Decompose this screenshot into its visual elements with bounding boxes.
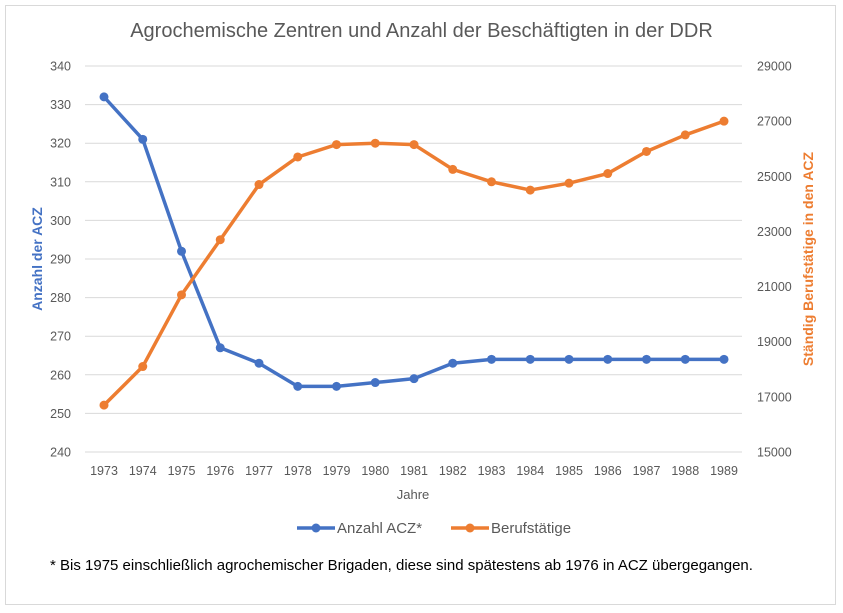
data-point	[99, 400, 109, 410]
x-tick-label: 1984	[516, 464, 544, 478]
y-tick-label: 300	[50, 214, 71, 228]
data-point	[409, 140, 419, 150]
y-axis-right-ticks: 15000 17000 19000 21000 23000 25000 27000 29000	[757, 60, 792, 460]
x-tick-label: 1983	[478, 464, 506, 478]
x-tick-label: 1973	[90, 464, 118, 478]
data-point	[254, 180, 264, 190]
y-tick-label: 310	[50, 175, 71, 189]
data-point	[99, 92, 109, 102]
data-point	[177, 246, 186, 256]
y2-tick-label: 15000	[757, 446, 792, 460]
legend: Anzahl ACZ* Berufstätige	[297, 520, 571, 537]
x-tick-label: 1981	[400, 464, 428, 478]
y2-tick-label: 25000	[757, 170, 792, 184]
data-point	[215, 343, 225, 353]
data-point	[409, 374, 419, 384]
y-axis-right-title: Ständig Berufstätige in den ACZ	[800, 151, 816, 366]
data-point	[525, 185, 535, 195]
legend-swatch-marker	[311, 523, 321, 533]
y2-tick-label: 23000	[757, 225, 792, 239]
data-point	[138, 134, 148, 144]
data-point	[138, 362, 148, 372]
x-tick-label: 1989	[710, 464, 738, 478]
series-line	[102, 119, 726, 407]
x-tick-label: 1988	[671, 464, 699, 478]
x-tick-label: 1982	[439, 464, 467, 478]
x-tick-label: 1977	[245, 464, 273, 478]
y2-tick-label: 19000	[757, 335, 792, 349]
y-tick-label: 250	[50, 407, 71, 421]
y2-tick-label: 21000	[757, 280, 792, 294]
y-tick-label: 290	[50, 253, 71, 267]
data-point	[564, 178, 574, 188]
x-tick-label: 1980	[361, 464, 389, 478]
data-point	[177, 290, 186, 300]
data-point	[215, 235, 225, 245]
y2-tick-label: 17000	[757, 390, 792, 404]
series-berufstaetige	[99, 116, 729, 410]
legend-label: Berufstätige	[491, 520, 571, 537]
y-tick-label: 240	[50, 446, 71, 460]
y-tick-label: 320	[50, 137, 71, 151]
data-point	[370, 138, 380, 148]
y-tick-label: 330	[50, 98, 71, 112]
data-point	[293, 381, 303, 391]
legend-label: Anzahl ACZ*	[337, 520, 422, 537]
x-axis-title: Jahre	[397, 487, 430, 502]
data-point	[487, 177, 496, 187]
x-tick-label: 1978	[284, 464, 312, 478]
legend-swatch-marker	[465, 523, 475, 533]
series-anzahl-acz	[99, 92, 729, 391]
y-tick-label: 280	[50, 291, 71, 305]
y-tick-label: 270	[50, 330, 71, 344]
x-tick-label: 1985	[555, 464, 583, 478]
y-tick-label: 340	[50, 60, 71, 74]
data-point	[642, 146, 651, 156]
series-lines	[99, 92, 729, 410]
y-axis-left-title: Anzahl der ACZ	[29, 207, 45, 311]
data-point	[487, 354, 496, 364]
data-point	[448, 164, 458, 174]
x-tick-label: 1974	[129, 464, 157, 478]
data-point	[332, 381, 341, 391]
data-point	[448, 358, 458, 368]
x-tick-label: 1986	[594, 464, 622, 478]
x-axis-ticks: 1973 1974 1975 1976 1977 1978 1979 1980 1981 1982…	[90, 464, 738, 478]
data-point	[680, 354, 690, 364]
legend-item: Anzahl ACZ*	[297, 520, 422, 537]
y-axis-left-ticks: 240 250 260 270 280 290 300 310 320 330 340	[50, 60, 71, 460]
chart-title: Agrochemische Zentren und Anzahl der Bes…	[130, 20, 713, 42]
data-point	[719, 354, 729, 364]
gridlines	[85, 65, 742, 453]
y2-tick-label: 27000	[757, 115, 792, 129]
data-point	[332, 140, 341, 150]
y-tick-label: 260	[50, 368, 71, 382]
data-point	[293, 152, 303, 162]
data-point	[603, 354, 613, 364]
data-point	[564, 354, 574, 364]
y2-tick-label: 29000	[757, 60, 792, 74]
x-tick-label: 1987	[633, 464, 661, 478]
footnote: * Bis 1975 einschließlich agrochemischer…	[50, 557, 753, 574]
data-point	[680, 130, 690, 140]
data-point	[370, 378, 380, 388]
legend-item: Berufstätige	[451, 520, 571, 537]
data-point	[525, 354, 535, 364]
data-point	[603, 169, 613, 179]
x-tick-label: 1979	[323, 464, 351, 478]
x-tick-label: 1975	[168, 464, 196, 478]
x-tick-label: 1976	[206, 464, 234, 478]
data-point	[254, 358, 264, 368]
data-point	[719, 116, 729, 126]
data-point	[642, 354, 651, 364]
